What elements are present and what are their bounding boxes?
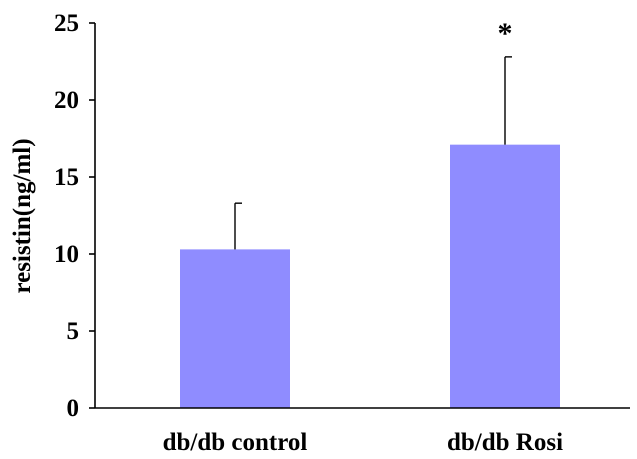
y-tick-label-15: 15 xyxy=(54,164,79,191)
y-tick-label-10: 10 xyxy=(54,241,79,268)
x-category-label-1: db/db control xyxy=(163,429,308,456)
x-category-label-2: db/db Rosi xyxy=(447,429,563,456)
y-tick-label-20: 20 xyxy=(54,87,79,114)
y-tick-label-25: 25 xyxy=(54,10,79,37)
plot-area: * 0 5 10 15 20 25 db/db control db/db Rosi xyxy=(54,10,630,456)
y-tick-label-5: 5 xyxy=(67,318,80,345)
significance-marker-2: * xyxy=(498,17,513,50)
y-tick-label-0: 0 xyxy=(67,395,80,422)
bar-2 xyxy=(450,144,560,408)
bar-1 xyxy=(180,249,290,408)
y-axis-label: resistin(ng/ml) xyxy=(9,138,36,293)
